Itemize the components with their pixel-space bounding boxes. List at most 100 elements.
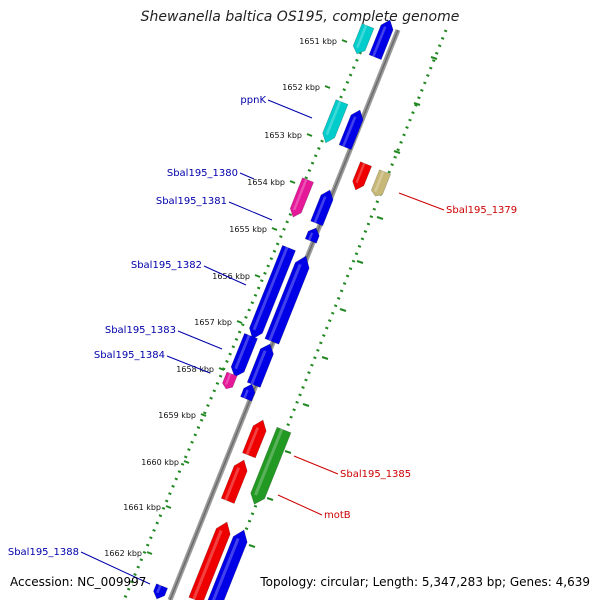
tick-mark [165,505,172,509]
tick-mark [284,450,292,454]
tick-mark [413,102,421,106]
gene-arrow-blue-shade [252,246,289,331]
gene-arrow-red [352,161,372,191]
tick-label: 1653 kbp [264,131,302,140]
gene-arrow-red-shade [245,427,259,455]
gene-arrow-blue [246,343,274,388]
gene-arrow-blue [368,19,394,60]
gene-arrow-blue-shade [211,537,240,600]
gene-arrow-blue-shade [342,116,357,147]
tick-mark [254,274,261,278]
gene-arrow-green [250,426,292,505]
gene-label-ppnk: ppnK [240,95,266,106]
gene-arrow-blue-shade [243,389,249,399]
leader-line [277,494,323,516]
tick-mark [271,227,278,231]
tick-label: 1654 kbp [247,178,285,187]
gene-arrow-magenta [289,177,314,218]
gene-arrow-blue [338,109,364,150]
tick-label: 1652 kbp [282,83,320,92]
gene-arrow-blue-shade [156,584,162,594]
gene-arrow-red [220,459,248,504]
gene-label-sbal1380: Sbal195_1380 [167,168,238,179]
gene-label-sbal1388: Sbal195_1388 [8,547,79,558]
gene-arrow-blue [230,333,258,378]
tick-mark [146,551,153,555]
gene-arrow-blue-shade [234,334,251,370]
tick-mark [324,85,331,89]
tick-mark [302,403,310,407]
leader-line [80,551,151,585]
gene-arrow-magenta [222,371,238,390]
gene-arrow-blue-shade [372,26,387,57]
accession-text: Accession: NC_009997 [10,575,147,589]
tick-label: 1656 kbp [212,272,250,281]
gene-arrow-magenta-shade [225,373,232,385]
leader-line [267,99,313,119]
page-title: Shewanella baltica OS195, complete genom… [140,9,460,25]
tick-mark [321,356,329,360]
tick-mark [248,544,256,548]
tick-mark [289,180,296,184]
gene-arrow-blue [304,227,320,244]
gene-arrow-red-shade [224,467,240,501]
tick-mark [200,413,207,417]
gene-label-sbal1381: Sbal195_1381 [156,196,227,207]
gene-arrow-red-shade [192,529,223,600]
tick-mark [341,39,348,43]
gene-arrow-blue-shade [268,263,302,342]
gene-arrow-cyan [322,99,349,144]
tick-label: 1660 kbp [141,458,179,467]
gene-arrow-magenta-shade [293,178,308,211]
gene-label-sbal1384: Sbal195_1384 [94,350,165,361]
tick-label: 1657 kbp [194,318,232,327]
gene-arrow-red-shade [355,162,366,184]
gene-arrow-red [188,521,231,600]
gene-arrow-cyan [352,23,375,55]
tick-mark [236,320,243,324]
gene-arrow-blue [153,583,168,600]
gene-arrow-green-shade [254,428,284,496]
leader-line [293,455,339,475]
tick-label: 1661 kbp [123,503,161,512]
gene-features [153,19,394,600]
gene-label-sbal1379: Sbal195_1379 [446,205,517,216]
tick-label: 1658 kbp [176,365,214,374]
gene-labels: ppnK Sbal195_1380 Sbal195_1381 Sbal195_1382… [8,95,517,585]
kbp-ticks: 1651 kbp 1652 kbp 1653 kbp 1654 kbp 1655 kbp… [104,37,438,558]
leader-line [177,330,223,350]
tick-label: 1655 kbp [229,225,267,234]
gene-arrow-blue [310,189,334,227]
tick-label: 1651 kbp [299,37,337,46]
tick-mark [393,150,401,154]
leader-line [398,192,445,211]
gene-arrow-cyan-shade [325,100,342,136]
gene-arrow-khaki-shade [374,170,385,193]
tick-mark [356,260,364,264]
tick-mark [376,216,384,220]
gene-label-sbal1385: Sbal195_1385 [340,469,411,480]
gene-label-sbal1383: Sbal195_1383 [105,325,176,336]
tick-mark [306,133,313,137]
gene-arrow-khaki [370,169,391,197]
leader-line [239,172,255,180]
tick-mark [430,56,438,60]
gene-arrow-blue [264,255,310,345]
gene-arrow-blue [249,245,296,340]
tick-mark [218,367,225,371]
leader-line [166,355,211,374]
gene-arrow-blue-shade [313,196,327,224]
gene-arrow-blue [240,383,256,402]
gene-arrow-cyan-shade [356,24,368,48]
leader-line [203,265,247,286]
gene-label-sbal1382: Sbal195_1382 [131,260,202,271]
leader-line [228,201,273,221]
gene-arrow-blue-shade [250,350,267,385]
tick-mark [266,497,274,501]
gene-arrow-blue [207,529,248,600]
gene-arrow-red [242,419,267,459]
tick-mark [339,308,347,312]
gene-label-motb: motB [324,510,351,521]
tick-mark [183,460,190,464]
gene-arrow-blue-shade [308,232,314,241]
